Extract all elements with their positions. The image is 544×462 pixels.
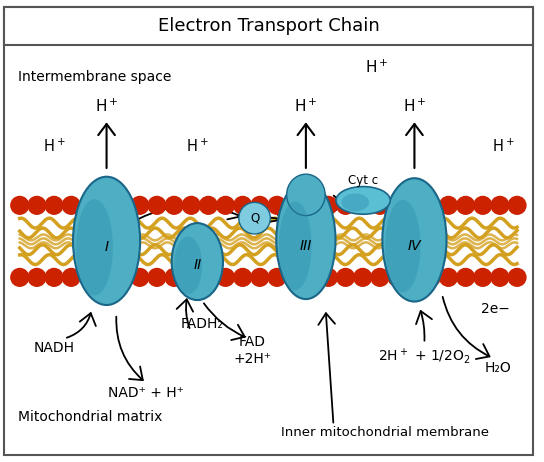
- Ellipse shape: [474, 268, 492, 286]
- Text: 2H$^+$ + 1/2O$_2$: 2H$^+$ + 1/2O$_2$: [378, 346, 471, 366]
- Ellipse shape: [285, 268, 303, 286]
- Ellipse shape: [457, 268, 474, 286]
- Ellipse shape: [371, 196, 389, 214]
- Text: H$^+$: H$^+$: [95, 98, 118, 116]
- Ellipse shape: [76, 199, 113, 295]
- Ellipse shape: [79, 268, 97, 286]
- Ellipse shape: [319, 196, 337, 214]
- Ellipse shape: [405, 196, 423, 214]
- Ellipse shape: [251, 268, 269, 286]
- Ellipse shape: [114, 196, 132, 214]
- Text: NADH: NADH: [34, 341, 75, 355]
- Ellipse shape: [268, 196, 286, 214]
- Ellipse shape: [491, 196, 509, 214]
- Ellipse shape: [508, 268, 526, 286]
- Ellipse shape: [457, 196, 474, 214]
- Ellipse shape: [217, 196, 234, 214]
- Text: Cyt c: Cyt c: [348, 174, 378, 187]
- Ellipse shape: [371, 268, 389, 286]
- Text: I: I: [104, 240, 109, 254]
- Ellipse shape: [131, 268, 149, 286]
- Text: Mitochondrial matrix: Mitochondrial matrix: [18, 411, 162, 425]
- Ellipse shape: [28, 196, 46, 214]
- Text: H$^+$: H$^+$: [294, 98, 318, 116]
- Ellipse shape: [114, 268, 132, 286]
- Bar: [4, 7, 533, 44]
- Ellipse shape: [165, 196, 183, 214]
- Ellipse shape: [382, 178, 447, 302]
- Ellipse shape: [423, 196, 440, 214]
- Ellipse shape: [239, 202, 270, 234]
- Ellipse shape: [131, 196, 149, 214]
- Ellipse shape: [217, 268, 234, 286]
- Ellipse shape: [63, 268, 80, 286]
- Ellipse shape: [337, 196, 355, 214]
- Text: NAD⁺ + H⁺: NAD⁺ + H⁺: [108, 386, 184, 400]
- Ellipse shape: [388, 268, 406, 286]
- Ellipse shape: [423, 268, 440, 286]
- Ellipse shape: [440, 196, 458, 214]
- Text: Intermembrane space: Intermembrane space: [18, 70, 171, 84]
- Ellipse shape: [200, 196, 217, 214]
- Text: H$^+$: H$^+$: [403, 98, 426, 116]
- Ellipse shape: [508, 196, 526, 214]
- Ellipse shape: [285, 196, 303, 214]
- Ellipse shape: [251, 196, 269, 214]
- Ellipse shape: [97, 268, 114, 286]
- Text: 2e−: 2e−: [480, 302, 509, 316]
- Ellipse shape: [172, 223, 223, 300]
- Ellipse shape: [182, 196, 200, 214]
- Ellipse shape: [385, 200, 421, 292]
- Ellipse shape: [337, 268, 355, 286]
- Ellipse shape: [354, 268, 372, 286]
- Ellipse shape: [148, 268, 166, 286]
- Ellipse shape: [354, 196, 372, 214]
- Ellipse shape: [11, 268, 29, 286]
- Ellipse shape: [287, 174, 325, 216]
- Ellipse shape: [276, 181, 336, 299]
- Ellipse shape: [388, 196, 406, 214]
- Ellipse shape: [234, 196, 251, 214]
- Ellipse shape: [200, 268, 217, 286]
- Ellipse shape: [97, 196, 114, 214]
- Ellipse shape: [491, 268, 509, 286]
- Text: Electron Transport Chain: Electron Transport Chain: [158, 17, 379, 35]
- Ellipse shape: [302, 196, 320, 214]
- Ellipse shape: [279, 201, 312, 290]
- Ellipse shape: [302, 268, 320, 286]
- Ellipse shape: [268, 268, 286, 286]
- Text: H$^+$: H$^+$: [186, 138, 209, 155]
- Ellipse shape: [342, 194, 369, 211]
- Text: H$^+$: H$^+$: [365, 59, 388, 76]
- Ellipse shape: [234, 268, 251, 286]
- Ellipse shape: [336, 187, 390, 214]
- Text: Inner mitochondrial membrane: Inner mitochondrial membrane: [281, 426, 489, 439]
- Ellipse shape: [440, 268, 458, 286]
- Ellipse shape: [319, 268, 337, 286]
- Ellipse shape: [45, 268, 63, 286]
- Ellipse shape: [174, 237, 202, 294]
- Ellipse shape: [45, 196, 63, 214]
- Text: Q: Q: [250, 212, 259, 225]
- Ellipse shape: [73, 177, 140, 305]
- Ellipse shape: [11, 196, 29, 214]
- Text: H$^+$: H$^+$: [492, 138, 515, 155]
- Text: FAD
+2H⁺: FAD +2H⁺: [233, 335, 271, 366]
- Ellipse shape: [28, 268, 46, 286]
- Text: H$^+$: H$^+$: [43, 138, 66, 155]
- Ellipse shape: [148, 196, 166, 214]
- Text: H₂O: H₂O: [485, 361, 512, 375]
- Ellipse shape: [63, 196, 80, 214]
- Ellipse shape: [79, 196, 97, 214]
- Ellipse shape: [405, 268, 423, 286]
- Ellipse shape: [474, 196, 492, 214]
- Text: II: II: [193, 258, 201, 273]
- Text: FADH₂: FADH₂: [181, 317, 224, 331]
- Ellipse shape: [165, 268, 183, 286]
- Ellipse shape: [182, 268, 200, 286]
- Text: IV: IV: [407, 239, 421, 253]
- Text: III: III: [300, 239, 312, 253]
